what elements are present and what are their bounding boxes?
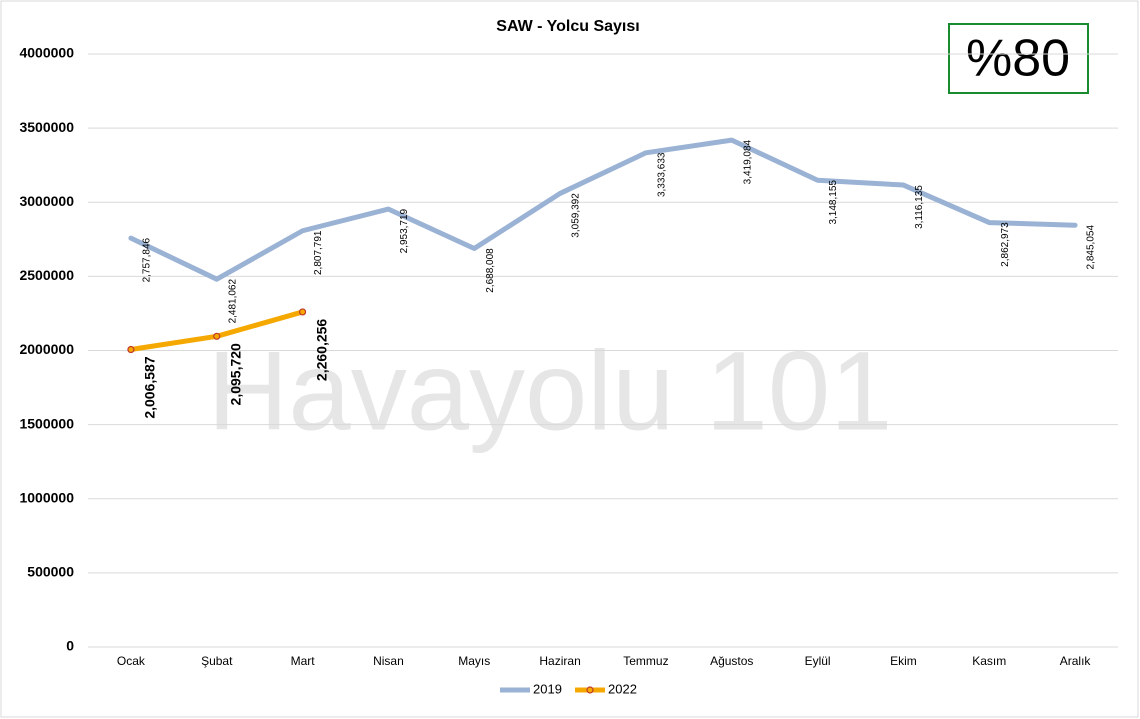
data-label: 2,481,062 bbox=[227, 279, 238, 324]
x-tick-label: Ağustos bbox=[710, 654, 753, 668]
y-tick-label: 1000000 bbox=[19, 489, 74, 505]
data-label: 2,006,587 bbox=[142, 356, 158, 418]
data-label: 2,845,054 bbox=[1086, 225, 1097, 270]
data-label: 3,419,084 bbox=[742, 139, 753, 184]
data-label: 3,333,633 bbox=[657, 152, 668, 197]
data-label: 2,095,720 bbox=[227, 343, 243, 405]
x-tick-label: Aralık bbox=[1060, 654, 1092, 668]
watermark: Havayolu 101 bbox=[208, 329, 893, 454]
y-tick-label: 3000000 bbox=[19, 193, 74, 209]
series-line bbox=[128, 137, 1078, 282]
x-tick-label: Ocak bbox=[117, 654, 146, 668]
x-tick-label: Eylül bbox=[805, 654, 831, 668]
legend-label: 2022 bbox=[608, 681, 637, 696]
data-label: 3,148,155 bbox=[828, 180, 839, 225]
y-tick-label: 1500000 bbox=[19, 415, 74, 431]
legend-label: 2019 bbox=[533, 681, 562, 696]
x-tick-label: Ekim bbox=[890, 654, 917, 668]
data-label: 3,059,392 bbox=[571, 193, 582, 238]
chart-title: SAW - Yolcu Sayısı bbox=[496, 18, 639, 35]
marker bbox=[127, 345, 135, 354]
data-label: 2,688,008 bbox=[485, 248, 496, 293]
x-tick-label: Haziran bbox=[539, 654, 580, 668]
data-label: 2,862,973 bbox=[1000, 222, 1011, 267]
data-label: 2,757,846 bbox=[142, 237, 153, 282]
marker bbox=[298, 308, 307, 316]
x-tick-label: Nisan bbox=[373, 654, 404, 668]
x-tick-label: Mart bbox=[291, 654, 316, 668]
data-label: 2,953,719 bbox=[399, 208, 410, 253]
marker bbox=[213, 332, 221, 340]
y-tick-label: 500000 bbox=[27, 564, 74, 580]
y-tick-label: 3500000 bbox=[19, 119, 74, 135]
x-tick-label: Mayıs bbox=[458, 654, 490, 668]
data-label: 2,260,256 bbox=[313, 319, 329, 381]
x-tick-label: Temmuz bbox=[623, 654, 668, 668]
annotation-box bbox=[948, 23, 1089, 94]
data-label: 2,807,791 bbox=[313, 230, 324, 275]
y-tick-label: 0 bbox=[66, 638, 74, 654]
y-tick-label: 4000000 bbox=[19, 45, 74, 61]
x-tick-label: Şubat bbox=[201, 654, 233, 668]
y-tick-label: 2500000 bbox=[19, 267, 74, 283]
legend-marker bbox=[586, 686, 594, 694]
y-tick-label: 2000000 bbox=[19, 341, 74, 357]
x-tick-label: Kasım bbox=[972, 654, 1006, 668]
data-label: 3,116,135 bbox=[914, 185, 925, 229]
annotation: %80 bbox=[966, 30, 1070, 88]
